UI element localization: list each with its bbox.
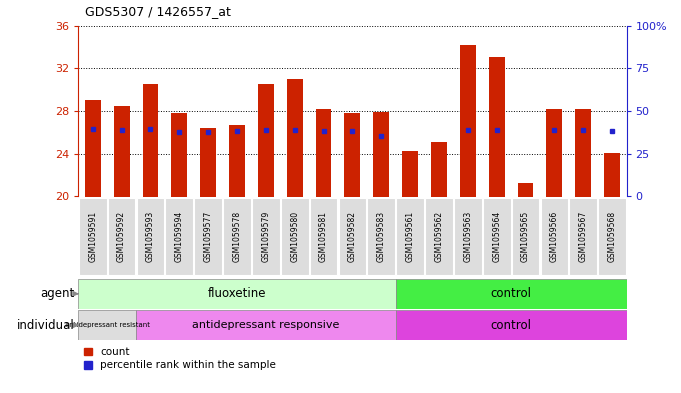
Bar <box>229 125 245 196</box>
Text: control: control <box>490 287 532 300</box>
FancyBboxPatch shape <box>396 198 424 275</box>
Text: GSM1059594: GSM1059594 <box>175 211 184 263</box>
FancyBboxPatch shape <box>281 198 308 275</box>
FancyBboxPatch shape <box>511 198 539 275</box>
FancyBboxPatch shape <box>165 198 193 275</box>
Bar <box>460 45 476 196</box>
Text: GSM1059562: GSM1059562 <box>434 211 443 263</box>
Bar <box>518 183 533 196</box>
FancyBboxPatch shape <box>137 198 164 275</box>
Text: GSM1059561: GSM1059561 <box>406 211 415 263</box>
Bar <box>315 109 332 196</box>
Text: GSM1059580: GSM1059580 <box>290 211 299 263</box>
FancyBboxPatch shape <box>541 198 568 275</box>
Legend: count, percentile rank within the sample: count, percentile rank within the sample <box>84 347 276 370</box>
Text: GDS5307 / 1426557_at: GDS5307 / 1426557_at <box>85 5 231 18</box>
Bar <box>373 112 390 196</box>
Text: individual: individual <box>17 319 75 332</box>
Bar <box>200 128 216 196</box>
Bar <box>575 109 591 196</box>
Bar <box>402 151 418 196</box>
FancyBboxPatch shape <box>78 279 396 309</box>
Bar <box>287 79 302 196</box>
Text: GSM1059579: GSM1059579 <box>262 211 270 263</box>
FancyBboxPatch shape <box>78 310 136 340</box>
Text: fluoxetine: fluoxetine <box>208 287 266 300</box>
FancyBboxPatch shape <box>396 279 627 309</box>
Text: GSM1059582: GSM1059582 <box>348 211 357 262</box>
Text: GSM1059581: GSM1059581 <box>319 211 328 262</box>
FancyBboxPatch shape <box>108 198 136 275</box>
Text: GSM1059591: GSM1059591 <box>89 211 97 263</box>
Text: GSM1059592: GSM1059592 <box>117 211 126 263</box>
Bar <box>172 113 187 196</box>
Bar <box>258 84 274 196</box>
Text: GSM1059578: GSM1059578 <box>232 211 242 263</box>
Text: GSM1059564: GSM1059564 <box>492 211 501 263</box>
FancyBboxPatch shape <box>310 198 337 275</box>
Text: GSM1059567: GSM1059567 <box>579 211 588 263</box>
FancyBboxPatch shape <box>79 198 107 275</box>
Bar <box>546 109 563 196</box>
Text: GSM1059568: GSM1059568 <box>607 211 616 263</box>
Bar <box>345 113 360 196</box>
Bar <box>85 100 101 196</box>
FancyBboxPatch shape <box>338 198 366 275</box>
FancyBboxPatch shape <box>136 310 396 340</box>
Text: GSM1059565: GSM1059565 <box>521 211 530 263</box>
Text: GSM1059583: GSM1059583 <box>377 211 385 263</box>
FancyBboxPatch shape <box>368 198 395 275</box>
FancyBboxPatch shape <box>483 198 511 275</box>
FancyBboxPatch shape <box>569 198 597 275</box>
Text: antidepressant responsive: antidepressant responsive <box>192 320 340 330</box>
Bar <box>431 142 447 196</box>
Text: GSM1059593: GSM1059593 <box>146 211 155 263</box>
FancyBboxPatch shape <box>454 198 481 275</box>
Text: antidepressant resistant: antidepressant resistant <box>65 322 150 328</box>
Bar <box>114 106 129 196</box>
Text: control: control <box>490 319 532 332</box>
Text: GSM1059566: GSM1059566 <box>550 211 559 263</box>
Text: GSM1059563: GSM1059563 <box>463 211 473 263</box>
Bar <box>142 84 159 196</box>
FancyBboxPatch shape <box>194 198 222 275</box>
Text: GSM1059577: GSM1059577 <box>204 211 212 263</box>
Bar <box>604 153 620 196</box>
FancyBboxPatch shape <box>598 198 626 275</box>
FancyBboxPatch shape <box>223 198 251 275</box>
FancyBboxPatch shape <box>252 198 280 275</box>
Text: agent: agent <box>41 287 75 300</box>
Bar <box>489 57 505 196</box>
FancyBboxPatch shape <box>425 198 453 275</box>
FancyBboxPatch shape <box>396 310 627 340</box>
